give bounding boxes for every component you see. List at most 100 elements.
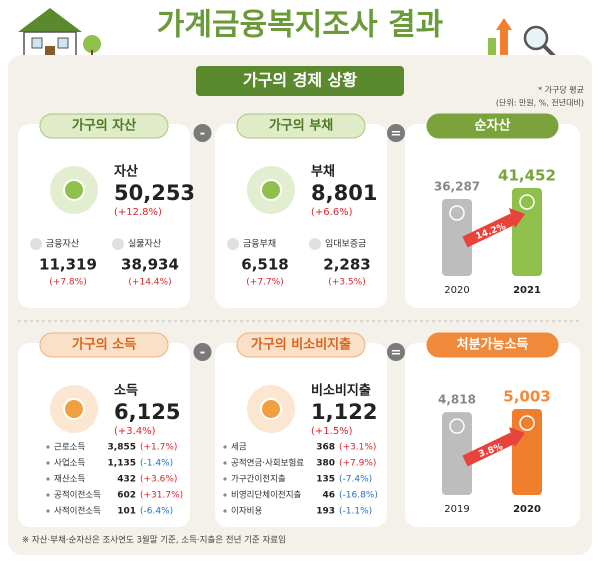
item-value: 38,934 [121,256,179,274]
operator: = [391,127,402,142]
bar-year: 2020 [513,504,541,515]
panel-header-background [426,332,559,358]
panel-header: 가구의 부채 [269,118,333,134]
item-value: 6,518 [241,256,288,274]
panel-header-background [236,332,366,358]
item-change: (-16.8%) [339,491,378,501]
panel-header: 가구의 소득 [72,337,136,353]
growth-arrow-head [509,208,525,228]
main-label: 비소비지출 [311,383,371,399]
bar-year: 2019 [444,504,469,515]
item-value: 432 [117,475,136,485]
operator: - [200,127,205,142]
item-label: 이자비용 [231,506,262,517]
bar [512,188,542,276]
item-change: (+14.4%) [128,278,171,288]
bar-value-label: 41,452 [498,167,556,185]
bar-coin [519,194,535,210]
item-value: 602 [117,491,136,501]
bar-value-label: 5,003 [503,388,550,406]
main-value: 50,253 [114,181,195,205]
item-value: 135 [316,475,335,485]
item-change: (+3.1%) [339,443,376,453]
main-change: (+1.5%) [311,426,353,437]
item-change: (-1.4%) [140,459,173,469]
bar-value-label: 4,818 [438,393,476,407]
panel-header-background [39,332,169,358]
item-value: 3,855 [108,443,136,453]
item-change: (+7.8%) [49,278,86,288]
panel-header: 가구의 자산 [72,118,136,134]
coin-icon [260,398,282,420]
main-change: (+6.6%) [311,207,353,218]
panel-header: 가구의 비소비지출 [251,337,351,353]
item-value: 1,135 [108,459,136,469]
main-change: (+3.4%) [114,426,156,437]
item-change: (-1.1%) [339,507,372,517]
bar-year: 2021 [513,285,541,296]
footnote: ※ 자산·부채·순자산은 조사연도 3월말 기준, 소득·지출은 전년 기준 자… [22,535,286,546]
panel-header: 순자산 [475,118,511,134]
main-label: 부채 [311,165,335,180]
item-bullet [223,445,227,449]
bar [442,412,472,495]
main-value: 8,801 [311,181,377,205]
item-icon [227,238,239,250]
item-label: 금융부채 [243,239,276,250]
growth-icon [488,18,558,60]
bar-value-label: 36,287 [434,179,480,193]
coin-icon [260,179,282,201]
page-title: 가계금융복지조사 결과 [157,8,444,43]
item-change: (+3.5%) [328,278,365,288]
bar-coin [449,418,465,434]
item-value: 11,319 [39,256,97,274]
item-bullet [223,461,227,465]
item-value: 2,283 [323,256,370,274]
item-label: 금융자산 [46,239,79,250]
item-bullet [46,461,50,465]
panel-header-background [39,113,169,139]
panel [405,343,580,527]
operator-badge [193,124,212,142]
panel-header-background [426,113,559,139]
bar-coin [449,205,465,221]
item-label: 사업소득 [54,459,85,469]
panel [405,124,580,308]
coin-icon [63,398,85,420]
note-unit: (단위: 만원, %, 전년대비) [496,98,584,108]
item-value: 193 [316,507,335,517]
operator-badge [387,124,405,142]
banner-background [196,66,404,96]
item-icon [30,238,42,250]
item-change: (-6.4%) [140,507,173,517]
item-icon [112,238,124,250]
bar [442,198,472,276]
item-label: 임대보증금 [325,238,366,250]
item-change: (+7.7%) [246,278,283,288]
operator: - [200,346,205,361]
main-value: 6,125 [114,400,180,424]
item-label: 비영리단체이전지출 [231,490,302,501]
growth-arrow [462,432,516,467]
operator: = [391,346,402,361]
bar-year: 2020 [444,285,469,296]
item-label: 사적이전소득 [54,506,101,517]
panel-header-background [236,113,366,139]
item-change: (-7.4%) [339,475,372,485]
item-change: (+1.7%) [140,443,177,453]
operator-badge [387,343,405,361]
bar-coin [519,415,535,431]
main-label: 소득 [114,384,138,399]
item-bullet [223,477,227,481]
item-value: 368 [316,443,335,453]
item-label: 근로소득 [54,443,85,453]
item-value: 46 [322,491,335,501]
item-icon [309,238,321,250]
main-label: 자산 [114,164,138,180]
operator-badge [193,343,212,361]
item-value: 380 [316,459,335,469]
item-bullet [46,477,50,481]
item-label: 공적연금·사회보험료 [231,458,304,469]
item-label: 재산소득 [54,474,85,485]
